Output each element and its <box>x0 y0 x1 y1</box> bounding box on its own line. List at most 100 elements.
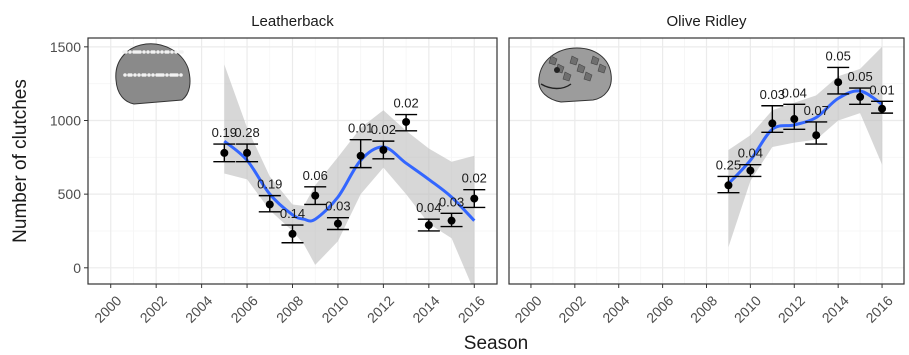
data-label: 0.01 <box>348 121 373 136</box>
data-point <box>878 104 887 113</box>
turtle-spot <box>134 50 138 54</box>
turtle-scale <box>597 63 607 74</box>
x-tick-label: 2008 <box>273 292 306 325</box>
data-point <box>311 191 320 200</box>
x-tick-label: 2000 <box>511 292 544 325</box>
data-label: 0.05 <box>826 48 851 63</box>
facet-title: Leatherback <box>251 13 334 30</box>
turtle-spot <box>142 50 146 54</box>
turtle-spot <box>156 50 160 54</box>
x-tick-label: 2010 <box>731 292 764 325</box>
turtle-spot <box>138 50 142 54</box>
data-label: 0.19 <box>257 177 282 192</box>
data-point <box>288 229 297 238</box>
turtle-spot <box>157 73 161 77</box>
turtle-spot <box>151 73 155 77</box>
turtle-mouth <box>540 83 572 90</box>
data-point <box>402 117 411 126</box>
turtle-scale <box>583 71 593 82</box>
x-tick-label: 2004 <box>182 292 215 325</box>
y-axis-title: Number of clutches <box>10 79 31 243</box>
turtle-spot <box>143 73 147 77</box>
data-point <box>265 200 274 209</box>
data-label: 0.14 <box>280 206 305 221</box>
facet-title: Olive Ridley <box>666 13 747 30</box>
error-bar <box>761 105 784 133</box>
data-label: 0.01 <box>869 82 894 97</box>
facet-strip <box>88 6 497 34</box>
data-point <box>768 119 777 128</box>
turtle-spot <box>124 50 128 54</box>
x-tick-label: 2012 <box>775 292 808 325</box>
x-tick-label: 2006 <box>643 292 676 325</box>
data-label: 0.02 <box>371 122 396 137</box>
data-label: 0.04 <box>738 146 763 161</box>
turtle-spot <box>146 50 150 54</box>
facet-panel-1: Leatherback0.190.280.190.140.060.030.010… <box>50 6 498 326</box>
turtle-scale <box>569 55 579 66</box>
data-point <box>220 148 229 157</box>
y-tick-label: 1500 <box>50 39 81 55</box>
data-label: 0.04 <box>782 85 807 100</box>
data-point <box>356 151 365 160</box>
data-point <box>812 131 821 140</box>
data-label: 0.05 <box>847 69 872 84</box>
data-label: 0.28 <box>234 125 259 140</box>
x-tick-label: 2000 <box>91 292 124 325</box>
data-label: 0.04 <box>416 200 441 215</box>
y-tick-label: 1000 <box>50 112 81 128</box>
x-tick-label: 2002 <box>137 292 170 325</box>
x-tick-label: 2008 <box>687 292 720 325</box>
turtle-spot <box>166 50 170 54</box>
turtle-spot <box>165 73 169 77</box>
turtle-eye <box>554 67 560 73</box>
leatherback-turtle-head-drawing <box>115 43 191 105</box>
olive-ridley-turtle-head-drawing <box>538 47 612 103</box>
data-point <box>790 115 799 124</box>
data-label: 0.02 <box>462 171 487 186</box>
data-label: 0.03 <box>439 194 464 209</box>
turtle-spot <box>128 50 132 54</box>
turtle-scale <box>562 71 572 82</box>
x-axis-title: Season <box>464 333 528 354</box>
data-point <box>243 148 252 157</box>
turtle-spot <box>137 73 141 77</box>
turtle-spot <box>174 50 178 54</box>
turtle-spot <box>170 50 174 54</box>
y-tick-label: 500 <box>58 186 82 202</box>
x-tick-label: 2016 <box>862 292 895 325</box>
x-tick-label: 2004 <box>599 292 632 325</box>
data-point <box>724 181 733 190</box>
x-tick-label: 2010 <box>318 292 351 325</box>
facet-strip <box>509 6 904 34</box>
data-label: 0.06 <box>303 168 328 183</box>
data-point <box>447 216 456 225</box>
data-label: 0.07 <box>804 103 829 118</box>
data-point <box>379 145 388 154</box>
turtle-scale <box>576 63 586 74</box>
turtle-spot <box>180 50 184 54</box>
turtle-spot <box>123 73 127 77</box>
smooth-line <box>223 139 476 223</box>
data-label: 0.02 <box>393 96 418 111</box>
data-label: 0.03 <box>325 199 350 214</box>
data-point <box>424 221 433 230</box>
data-point <box>856 92 865 101</box>
x-tick-label: 2014 <box>819 292 852 325</box>
turtle-spot <box>129 73 133 77</box>
turtle-spot <box>179 73 183 77</box>
turtle-spot <box>161 73 165 77</box>
x-tick-label: 2014 <box>409 292 442 325</box>
data-label: 0.25 <box>716 157 741 172</box>
confidence-ribbon <box>224 64 475 284</box>
turtle-scale <box>590 55 600 66</box>
x-tick-label: 2002 <box>555 292 588 325</box>
turtle-spot <box>133 73 137 77</box>
turtle-spot <box>147 73 151 77</box>
data-point <box>746 166 755 175</box>
x-tick-label: 2012 <box>364 292 397 325</box>
data-point <box>834 78 843 87</box>
turtle-spot <box>171 73 175 77</box>
turtle-scale <box>548 55 558 66</box>
